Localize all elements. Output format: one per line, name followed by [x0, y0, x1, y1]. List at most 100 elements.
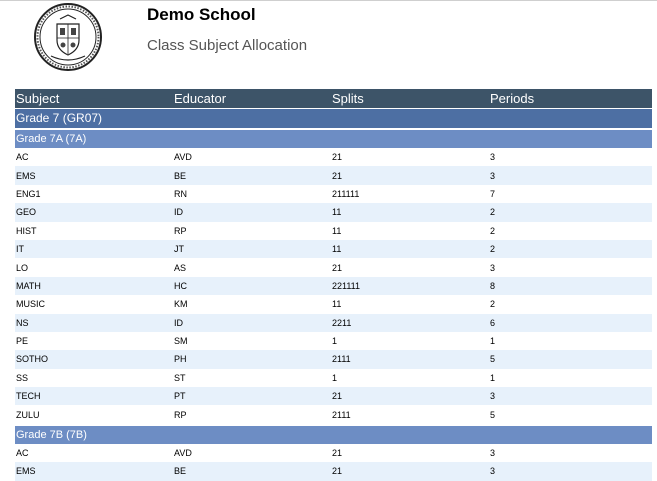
cell-educator: HC	[173, 276, 331, 296]
table-row: MUSIC KM 11 2	[15, 295, 652, 314]
cell-splits: 2211	[331, 313, 489, 332]
class-group-row: Grade 7A (7A)	[15, 128, 652, 148]
cell-splits: 2111	[331, 350, 489, 369]
table-row: LO AS 21 3	[15, 258, 652, 277]
cell-periods: 3	[489, 387, 652, 406]
cell-educator: AVD	[173, 148, 331, 167]
class-group-row: Grade 7B (7B)	[15, 423, 652, 444]
table-row: TECH PT 21 3	[15, 387, 652, 406]
cell-periods: 7	[489, 184, 652, 204]
cell-subject: NS	[15, 313, 173, 332]
cell-splits: 21	[331, 462, 489, 481]
cell-subject: MATH	[15, 276, 173, 296]
cell-subject: EMS	[15, 462, 173, 481]
column-header-subject: Subject	[15, 89, 173, 108]
cell-periods: 3	[489, 258, 652, 277]
cell-splits: 211111	[331, 184, 489, 204]
cell-splits: 21	[331, 148, 489, 167]
cell-splits: 21	[331, 258, 489, 277]
cell-educator: ST	[173, 368, 331, 388]
cell-subject: HIST	[15, 221, 173, 240]
cell-periods: 5	[489, 350, 652, 369]
table-row: PE SM 1 1	[15, 331, 652, 351]
table-row: GEO ID 11 2	[15, 203, 652, 222]
cell-subject: LO	[15, 258, 173, 277]
cell-educator: BE	[173, 462, 331, 481]
allocation-table: Subject Educator Splits Periods Grade 7 …	[15, 89, 652, 481]
cell-periods: 1	[489, 331, 652, 351]
class-group-label: Grade 7B (7B)	[15, 423, 652, 444]
cell-splits: 21	[331, 443, 489, 463]
cell-periods: 2	[489, 203, 652, 222]
cell-periods: 3	[489, 443, 652, 463]
table-row: IT JT 11 2	[15, 239, 652, 259]
allocation-table-body: Grade 7 (GR07) Grade 7A (7A) AC AVD 21 3 EMS BE…	[15, 108, 652, 481]
cell-periods: 2	[489, 221, 652, 240]
table-row: EMS BE 21 3	[15, 166, 652, 185]
school-name: Demo School	[147, 5, 256, 24]
cell-periods: 2	[489, 295, 652, 314]
grade-group-label: Grade 7 (GR07)	[15, 108, 652, 128]
table-row: HIST RP 11 2	[15, 221, 652, 240]
cell-splits: 1	[331, 331, 489, 351]
cell-splits: 11	[331, 203, 489, 222]
table-row: NS ID 2211 6	[15, 313, 652, 332]
cell-splits: 21	[331, 166, 489, 185]
cell-splits: 11	[331, 239, 489, 259]
cell-periods: 8	[489, 276, 652, 296]
cell-subject: EMS	[15, 166, 173, 185]
cell-periods: 3	[489, 148, 652, 167]
cell-educator: ID	[173, 313, 331, 332]
table-row: SOTHO PH 2111 5	[15, 350, 652, 369]
top-divider	[0, 0, 657, 1]
column-header-periods: Periods	[489, 89, 652, 108]
table-row: ENG1 RN 211111 7	[15, 184, 652, 204]
cell-subject: ENG1	[15, 184, 173, 204]
column-header-splits: Splits	[331, 89, 489, 108]
cell-periods: 6	[489, 313, 652, 332]
report-title: Class Subject Allocation	[147, 37, 308, 54]
cell-educator: BE	[173, 166, 331, 185]
table-row: AC AVD 21 3	[15, 443, 652, 463]
school-crest-icon	[34, 3, 102, 71]
cell-periods: 5	[489, 405, 652, 424]
cell-subject: AC	[15, 443, 173, 463]
cell-subject: IT	[15, 239, 173, 259]
cell-educator: RP	[173, 221, 331, 240]
table-row: MATH HC 221111 8	[15, 276, 652, 296]
cell-subject: ZULU	[15, 405, 173, 424]
cell-subject: MUSIC	[15, 295, 173, 314]
cell-subject: SOTHO	[15, 350, 173, 369]
cell-educator: AS	[173, 258, 331, 277]
table-row: ZULU RP 2111 5	[15, 405, 652, 424]
cell-educator: SM	[173, 331, 331, 351]
cell-educator: AVD	[173, 443, 331, 463]
table-row: SS ST 1 1	[15, 368, 652, 388]
cell-periods: 2	[489, 239, 652, 259]
column-header-educator: Educator	[173, 89, 331, 108]
cell-splits: 1	[331, 368, 489, 388]
grade-group-row: Grade 7 (GR07)	[15, 108, 652, 128]
cell-subject: AC	[15, 148, 173, 167]
cell-subject: SS	[15, 368, 173, 388]
table-header-row: Subject Educator Splits Periods	[15, 89, 652, 108]
cell-subject: PE	[15, 331, 173, 351]
cell-subject: TECH	[15, 387, 173, 406]
cell-periods: 3	[489, 166, 652, 185]
cell-educator: KM	[173, 295, 331, 314]
cell-subject: GEO	[15, 203, 173, 222]
cell-splits: 221111	[331, 276, 489, 296]
table-row: EMS BE 21 3	[15, 462, 652, 481]
cell-periods: 3	[489, 462, 652, 481]
cell-splits: 11	[331, 295, 489, 314]
cell-educator: RN	[173, 184, 331, 204]
cell-splits: 2111	[331, 405, 489, 424]
cell-periods: 1	[489, 368, 652, 388]
cell-splits: 11	[331, 221, 489, 240]
cell-educator: PH	[173, 350, 331, 369]
cell-educator: PT	[173, 387, 331, 406]
cell-educator: RP	[173, 405, 331, 424]
class-group-label: Grade 7A (7A)	[15, 128, 652, 148]
table-row: AC AVD 21 3	[15, 148, 652, 167]
cell-educator: JT	[173, 239, 331, 259]
